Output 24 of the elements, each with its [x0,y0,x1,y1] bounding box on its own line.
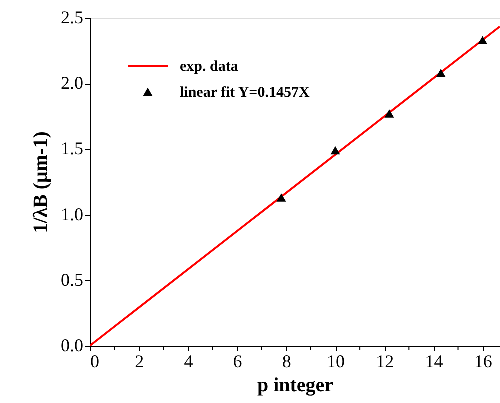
y-tick-label: 0.5 [61,270,84,290]
x-axis-title: p integer [257,374,334,396]
x-tick-label: 6 [233,352,242,372]
x-tick-label: 4 [184,352,194,372]
legend-label: exp. data [180,59,239,75]
x-tick-label: 10 [327,352,346,372]
point [478,36,488,44]
x-tick-label: 0 [90,352,100,372]
x-tick-label: 12 [376,352,394,372]
x-tick-label: 8 [282,352,292,372]
x-tick-label: 16 [474,352,492,372]
y-axis-title: 1/λB (μm-1) [30,132,52,234]
y-tick-label: 1.5 [61,138,84,159]
x-tick-label: 2 [135,352,144,372]
y-tick-label: 0.0 [61,336,84,356]
point [330,146,340,155]
legend-label: linear fit Y=0.1457X [180,85,310,101]
point [276,194,286,202]
point [436,68,446,78]
x-tick-label: 14 [425,352,444,372]
y-tick-label: 1.0 [61,204,84,224]
y-tick-label: 2.5 [61,8,84,28]
y-tick-label: 2.0 [61,73,84,94]
point [384,110,394,118]
